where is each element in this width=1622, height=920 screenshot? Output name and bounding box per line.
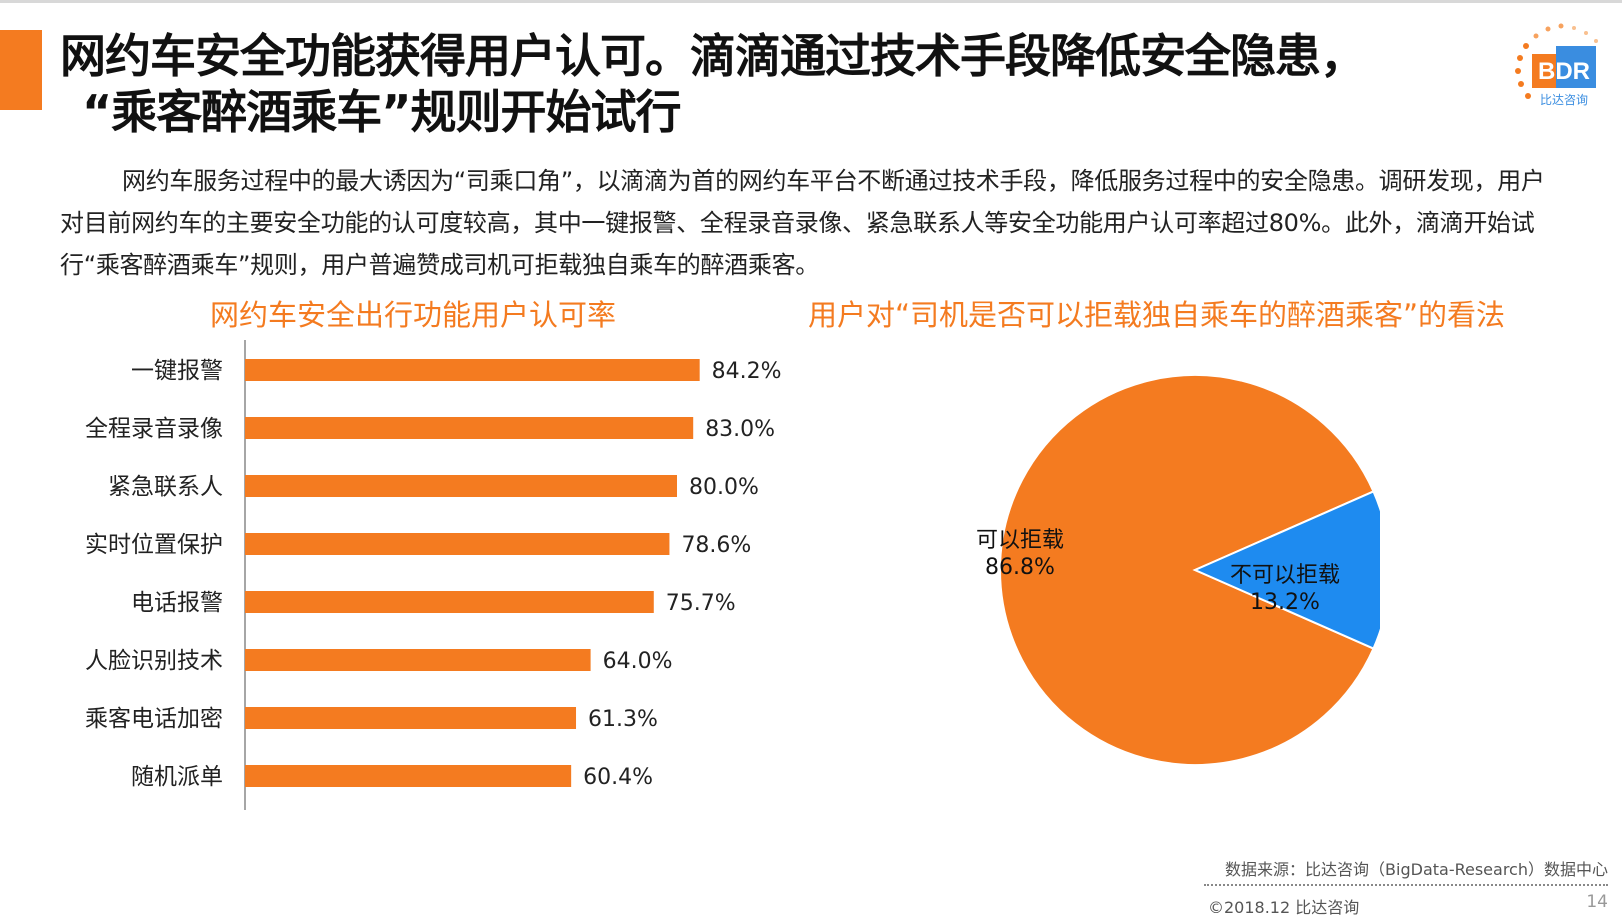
pie-slice-label: 不可以拒载	[1230, 563, 1340, 588]
footer-dotted-rule	[1204, 884, 1608, 886]
top-rule	[0, 0, 1622, 3]
bar-category-label: 实时位置保护	[85, 532, 223, 558]
page-title-line-2: “乘客醉酒乘车”规则开始试行	[82, 85, 681, 139]
logo-ring-dots-icon	[1515, 23, 1598, 99]
intro-paragraph: 网约车服务过程中的最大诱因为“司乘口角”，以滴滴为首的网约车平台不断通过技术手段…	[60, 167, 1545, 279]
bar-value-label: 83.0%	[705, 417, 775, 442]
bdr-logo: BDR 比达咨询	[1515, 23, 1598, 107]
bar-category-label: 紧急联系人	[108, 474, 223, 500]
logo-letters: BDR	[1538, 58, 1590, 85]
logo-subtitle: 比达咨询	[1540, 92, 1588, 107]
pie-slice-label: 可以拒载	[976, 528, 1064, 553]
data-source-note: 数据来源：比达咨询（BigData-Research）数据中心	[1225, 860, 1608, 879]
bar-7	[245, 707, 577, 729]
bar-value-label: 75.7%	[666, 591, 736, 616]
pie-slice-cannot-refuse	[1192, 490, 1380, 650]
bar-2	[245, 417, 694, 439]
bar-value-label: 80.0%	[689, 475, 759, 500]
pie-chart-title: 用户对“司机是否可以拒载独自乘车的醉酒乘客”的看法	[808, 298, 1506, 332]
page-number: 14	[1586, 892, 1608, 912]
bar-8	[245, 765, 572, 787]
pie-slice-value: 86.8%	[985, 555, 1055, 580]
bar-4	[245, 533, 670, 555]
bar-value-label: 61.3%	[588, 707, 658, 732]
copyright-note: ©2018.12 比达咨询	[1208, 898, 1360, 917]
bar-6	[245, 649, 591, 671]
bar-3	[245, 475, 677, 497]
bar-category-label: 电话报警	[131, 590, 223, 616]
pie-slice-can-refuse	[999, 374, 1375, 766]
bar-category-label: 一键报警	[131, 358, 223, 384]
bar-chart-title: 网约车安全出行功能用户认可率	[210, 298, 617, 332]
bar-category-label: 乘客电话加密	[85, 706, 223, 732]
bar-value-label: 64.0%	[603, 649, 673, 674]
bar-category-label: 随机派单	[131, 764, 223, 790]
logo-block-blue	[1556, 46, 1596, 88]
pie-slice-value: 13.2%	[1250, 590, 1320, 615]
bar-1	[245, 359, 700, 381]
title-accent-bar	[0, 30, 42, 110]
page-title-line-1: 网约车安全功能获得用户认可。滴滴通过技术手段降低安全隐患，	[60, 29, 1366, 83]
approval-rate-bar-chart: 一键报警 84.2% 全程录音录像 83.0% 紧急联系人 80.0% 实时位置保护 78.6…	[85, 340, 782, 810]
bar-value-label: 84.2%	[712, 359, 782, 384]
bar-5	[245, 591, 654, 613]
bar-category-label: 全程录音录像	[85, 416, 223, 442]
bar-value-label: 60.4%	[583, 765, 653, 790]
bar-category-label: 人脸识别技术	[85, 648, 223, 674]
logo-block-orange	[1532, 54, 1556, 88]
page-title: 网约车安全功能获得用户认可。滴滴通过技术手段降低安全隐患， “乘客醉酒乘车”规则…	[60, 28, 1460, 140]
bar-value-label: 78.6%	[681, 533, 751, 558]
